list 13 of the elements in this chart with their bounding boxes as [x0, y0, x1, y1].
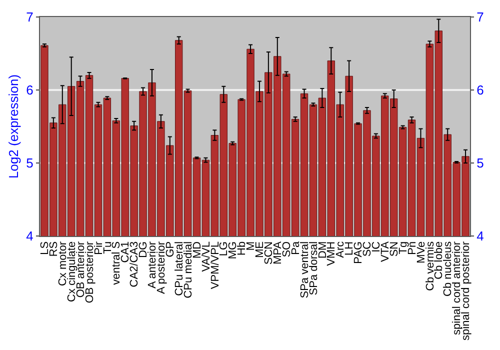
- y-tick-label: 4: [26, 228, 34, 244]
- x-tick-label: spinal cord posterior: [460, 241, 472, 340]
- x-tick-label: CPu medial: [182, 241, 194, 298]
- y-tick-label: 5: [26, 156, 34, 171]
- y-tick-label: 6: [26, 82, 34, 98]
- x-tick-label: MVe: [415, 241, 428, 264]
- x-tick-label: SPa dorsal: [308, 241, 320, 296]
- y-axis-title: Log2 (expression): [6, 74, 22, 179]
- y-tick-label: 7: [26, 10, 34, 25]
- y2-tick-label: 4: [476, 228, 484, 244]
- y2-tick-label: 6: [476, 82, 484, 98]
- y2-tick-label: 7: [476, 10, 484, 25]
- y2-tick-label: 5: [476, 156, 484, 171]
